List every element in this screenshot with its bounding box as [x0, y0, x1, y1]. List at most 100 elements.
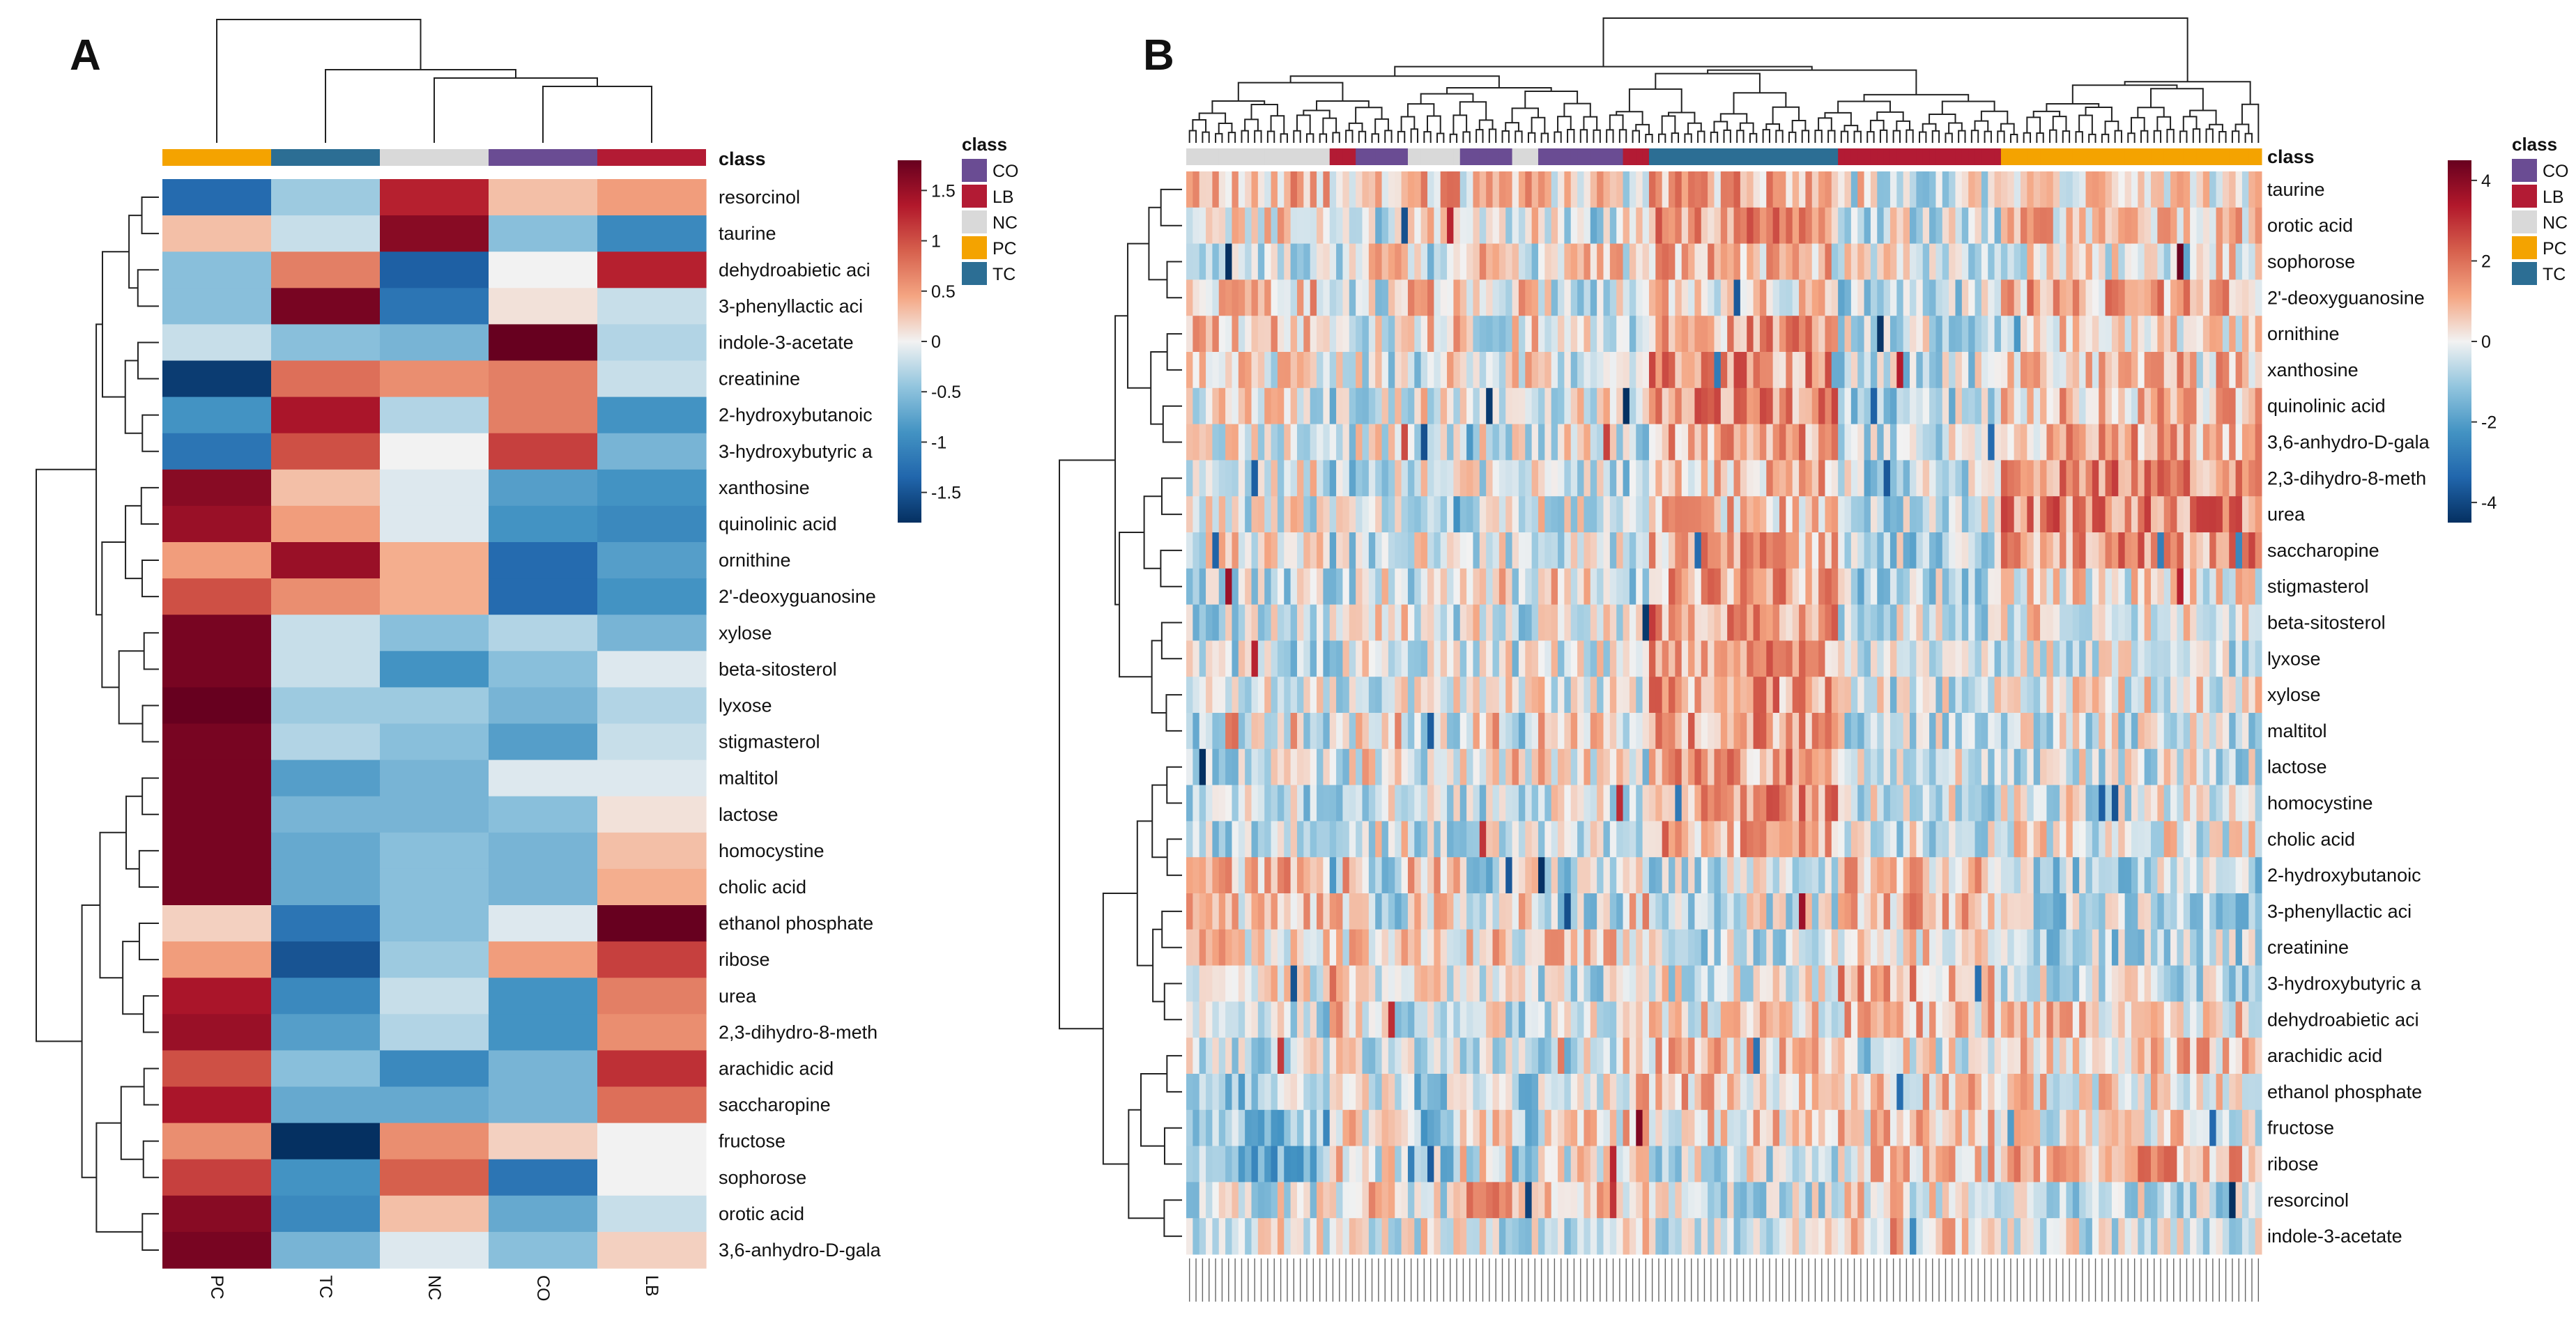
- panel-b-cell: [1498, 496, 1506, 533]
- panel-b-cell: [1786, 1074, 1793, 1111]
- panel-b-cell: [1955, 604, 1963, 641]
- panel-b-cell: [1675, 279, 1682, 316]
- panel-b-cell: [1356, 496, 1363, 533]
- panel-b-cell: [1356, 965, 1363, 1002]
- panel-b-cell: [1434, 387, 1441, 425]
- panel-b-cell: [2241, 893, 2249, 930]
- panel-b-cell: [1512, 748, 1519, 786]
- panel-b-cell: [1232, 532, 1239, 569]
- panel-b-cell: [1238, 857, 1245, 894]
- panel-b-cell: [1811, 713, 1819, 750]
- panel-b-cell: [2092, 496, 2099, 533]
- panel-b-cell: [1447, 893, 1454, 930]
- panel-b-cell: [1186, 929, 1193, 966]
- panel-b-cell: [1675, 1109, 1682, 1147]
- panel-b-cell: [1961, 316, 1969, 353]
- panel-b-cell: [1427, 640, 1434, 677]
- panel-b-cell: [1733, 965, 1741, 1002]
- panel-b-cell: [1590, 677, 1597, 714]
- panel-b-cell: [1245, 965, 1252, 1002]
- panel-b-cell: [1844, 387, 1852, 425]
- panel-b-cell: [1597, 785, 1604, 822]
- panel-b-class-cell: [2060, 148, 2067, 165]
- panel-b-cell: [2066, 965, 2073, 1002]
- panel-b-cell: [2229, 1038, 2237, 1074]
- panel-b-cell: [2033, 1038, 2041, 1074]
- panel-b-cell: [1427, 532, 1434, 569]
- panel-b-cell: [2229, 1074, 2237, 1111]
- panel-b-cell: [1889, 460, 1897, 497]
- panel-b-cell: [2092, 821, 2099, 858]
- panel-b-cell: [1714, 352, 1722, 389]
- panel-b-cell: [1395, 316, 1402, 353]
- panel-b-cell: [1544, 207, 1552, 245]
- panel-b-cell: [1238, 424, 1245, 461]
- panel-b-cell: [1740, 857, 1747, 894]
- panel-b-cell: [2163, 965, 2171, 1002]
- panel-b-class-cell: [1323, 148, 1331, 165]
- panel-b-cell: [1648, 821, 1656, 858]
- panel-a-row-label: 2'-deoxyguanosine: [719, 586, 876, 607]
- panel-b-cell: [1623, 207, 1630, 245]
- panel-b-cell: [1329, 785, 1337, 822]
- panel-b-cell: [2138, 460, 2145, 497]
- panel-b-cell: [1303, 604, 1311, 641]
- panel-b-class-cell: [1218, 148, 1226, 165]
- panel-b-cell: [2099, 1038, 2106, 1074]
- panel-b-cell: [1981, 171, 1988, 208]
- panel-b-cell: [1388, 893, 1395, 930]
- panel-b-cell: [1368, 496, 1376, 533]
- panel-b-cell: [1590, 640, 1597, 677]
- panel-b-cell: [2105, 171, 2113, 208]
- panel-b-cell: [1896, 713, 1904, 750]
- panel-b-cell: [2099, 279, 2106, 316]
- panel-b-cell: [1792, 677, 1800, 714]
- panel-b-cell: [2040, 496, 2047, 533]
- panel-b-cell: [1395, 713, 1402, 750]
- panel-b-cell: [1733, 424, 1741, 461]
- panel-b-class-cell: [2118, 148, 2126, 165]
- panel-b-cell: [1570, 460, 1578, 497]
- panel-b-cell: [2255, 748, 2262, 786]
- panel-b-cell: [1910, 424, 1917, 461]
- panel-b-cell: [1486, 713, 1494, 750]
- panel-b-cell: [1498, 748, 1506, 786]
- panel-a-legend-label-nc: NC: [992, 213, 1018, 233]
- panel-b-cell: [1317, 568, 1324, 606]
- panel-b-cell: [2248, 424, 2256, 461]
- panel-b-cell: [1720, 713, 1728, 750]
- panel-b-cell: [1857, 568, 1865, 606]
- panel-b-cell: [2033, 316, 2041, 353]
- panel-b-cell: [1720, 1074, 1728, 1111]
- panel-b-cell: [1395, 1074, 1402, 1111]
- panel-b-cell: [1498, 460, 1506, 497]
- panel-b-cell: [1271, 207, 1278, 245]
- panel-b-cell: [2079, 387, 2087, 425]
- panel-b-cell: [2196, 965, 2204, 1002]
- panel-b-cell: [1264, 1001, 1272, 1038]
- panel-b-cell: [2046, 1109, 2054, 1147]
- panel-b-cell: [1759, 243, 1767, 280]
- panel-b-cell: [2092, 1074, 2099, 1111]
- panel-b-cell: [1466, 1074, 1473, 1111]
- panel-b-cell: [1623, 568, 1630, 606]
- panel-b-row-label: 2-hydroxybutanoic: [2267, 865, 2421, 886]
- panel-b-cell: [1407, 821, 1415, 858]
- panel-b-cell: [2085, 279, 2093, 316]
- panel-b-cell: [2111, 424, 2119, 461]
- panel-b-cell: [1199, 424, 1206, 461]
- panel-b-cell: [1564, 713, 1572, 750]
- panel-b-cell: [1669, 207, 1676, 245]
- panel-b-cell: [1232, 243, 1239, 280]
- panel-b-cell: [1336, 748, 1343, 786]
- panel-b-cell: [1538, 424, 1545, 461]
- panel-b-cell: [2092, 424, 2099, 461]
- panel-b-cell: [2124, 640, 2132, 677]
- panel-a-cell: [162, 868, 272, 906]
- panel-b-cell: [1772, 677, 1780, 714]
- panel-b-cell: [1498, 785, 1506, 822]
- panel-b-class-cell: [2072, 148, 2080, 165]
- panel-b-cell: [2209, 713, 2217, 750]
- panel-b-cell: [1277, 748, 1285, 786]
- panel-b-class-cell: [1720, 148, 1728, 165]
